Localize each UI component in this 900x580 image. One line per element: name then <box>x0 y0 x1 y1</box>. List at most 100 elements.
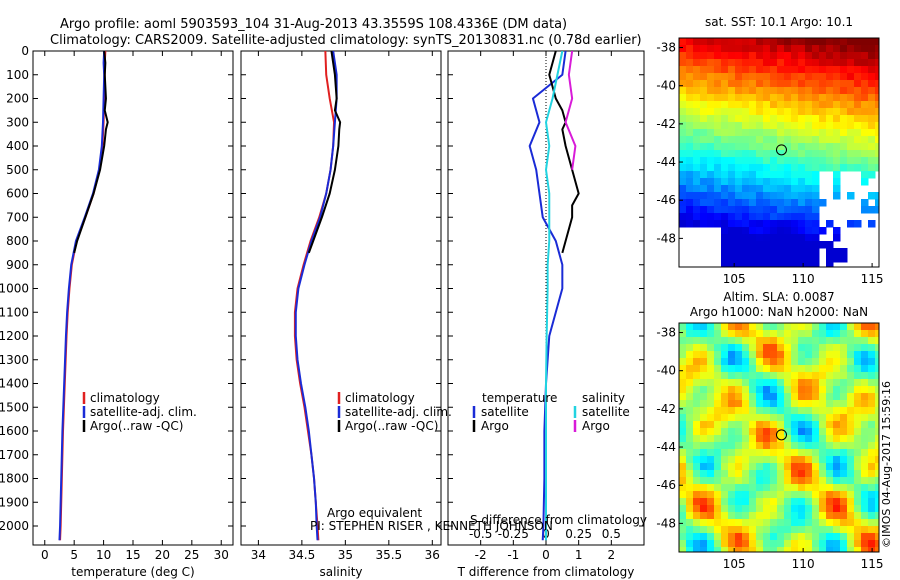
map2-cell <box>707 337 715 345</box>
depth-tick-label: 400 <box>6 139 29 153</box>
map2-cell <box>798 428 806 436</box>
map1-cell <box>728 136 736 144</box>
map2-cell <box>728 540 736 548</box>
map2-cell <box>875 351 879 359</box>
map2-cell <box>679 540 687 548</box>
map2-cell <box>756 470 764 478</box>
map2-cell <box>819 344 827 352</box>
map2-cell <box>721 463 729 471</box>
map1-cell <box>833 171 841 179</box>
axis-ticks: 0 5 10 15 20 25 300100200300400500600700800900… <box>0 44 644 562</box>
map2-cell <box>833 330 841 338</box>
map2-cell <box>770 344 778 352</box>
map1-cell <box>735 87 743 95</box>
map2-cell <box>798 540 806 548</box>
map2-cell <box>854 414 862 422</box>
map2-cell <box>693 435 701 443</box>
map2-cell <box>861 379 869 387</box>
map2-cell <box>784 323 792 331</box>
map2-cell <box>749 386 757 394</box>
map2-cell <box>707 505 715 513</box>
map2-cell <box>854 505 862 513</box>
map2-cell <box>686 449 694 457</box>
legend-satellite-adj: satellite-adj. clim. <box>345 405 452 419</box>
map1-cell <box>812 59 820 67</box>
map1-cell <box>819 94 827 102</box>
map1-cell <box>847 143 855 151</box>
map1-cell <box>686 80 694 88</box>
map2-cell <box>840 337 848 345</box>
map2-cell <box>693 456 701 464</box>
map1-cell <box>749 108 757 116</box>
temperature-xtick-label: 5 <box>70 548 78 562</box>
map2-cell <box>728 449 736 457</box>
temperature-xtick-label: 15 <box>125 548 140 562</box>
map2-cell <box>714 512 722 520</box>
map2-cell <box>854 540 862 548</box>
map2-cell <box>805 428 813 436</box>
map1-cell <box>805 206 813 214</box>
map1-cell <box>742 220 750 228</box>
map2-cell <box>686 435 694 443</box>
map2-cell <box>819 414 827 422</box>
map1-cell <box>686 129 694 137</box>
map2-cell <box>770 547 778 552</box>
map2-cell <box>749 407 757 415</box>
map1-cell <box>721 262 729 267</box>
map1-cell <box>868 192 876 200</box>
map2-cell <box>826 463 834 471</box>
map1-cell <box>798 164 806 172</box>
map1-cell <box>833 248 841 256</box>
map1-cell <box>686 38 694 46</box>
map1-cell <box>833 66 841 74</box>
map1-cell <box>693 192 701 200</box>
map1-cell <box>728 157 736 165</box>
map2-cell <box>742 442 750 450</box>
map2-cell <box>742 351 750 359</box>
map1-cell <box>707 94 715 102</box>
map2-cell <box>798 435 806 443</box>
map2-cell <box>742 337 750 345</box>
map1-cell <box>679 143 687 151</box>
map2-cell <box>686 344 694 352</box>
map1-cell <box>875 101 879 109</box>
map1-cell <box>721 101 729 109</box>
map1-cell <box>819 45 827 53</box>
map2-cell <box>875 379 879 387</box>
map1-cell <box>805 52 813 60</box>
map2-cell <box>847 547 855 552</box>
map2-cell <box>826 491 834 499</box>
temperature-series-group <box>58 51 109 541</box>
map2-cell <box>686 330 694 338</box>
map1-cell <box>686 115 694 123</box>
map1-cell <box>707 80 715 88</box>
map2-cell <box>798 470 806 478</box>
map2-cell <box>777 491 785 499</box>
map1-cell <box>742 213 750 221</box>
map1-cell <box>756 206 764 214</box>
map2-cell <box>693 512 701 520</box>
map1-cell <box>770 136 778 144</box>
map2-cell <box>791 491 799 499</box>
map1-cell <box>728 87 736 95</box>
map1-cell <box>721 192 729 200</box>
map2-cell <box>714 470 722 478</box>
map1-cell <box>840 108 848 116</box>
map2-cell <box>791 372 799 380</box>
map1-cell <box>861 164 869 172</box>
map2-cell <box>840 414 848 422</box>
map2-cell <box>847 526 855 534</box>
map1-cell <box>742 129 750 137</box>
map1-cell <box>749 164 757 172</box>
map1-cell <box>721 234 729 242</box>
map1-cell <box>714 129 722 137</box>
temperature-xtick-label: 20 <box>155 548 170 562</box>
map2-cell <box>777 540 785 548</box>
map1-cell <box>721 87 729 95</box>
map1-ytick-label: -38 <box>656 41 676 55</box>
map1-cell <box>805 38 813 46</box>
map1-cell <box>700 171 708 179</box>
map1-cell <box>763 248 771 256</box>
map2-cell <box>763 477 771 485</box>
map1-cell <box>756 101 764 109</box>
